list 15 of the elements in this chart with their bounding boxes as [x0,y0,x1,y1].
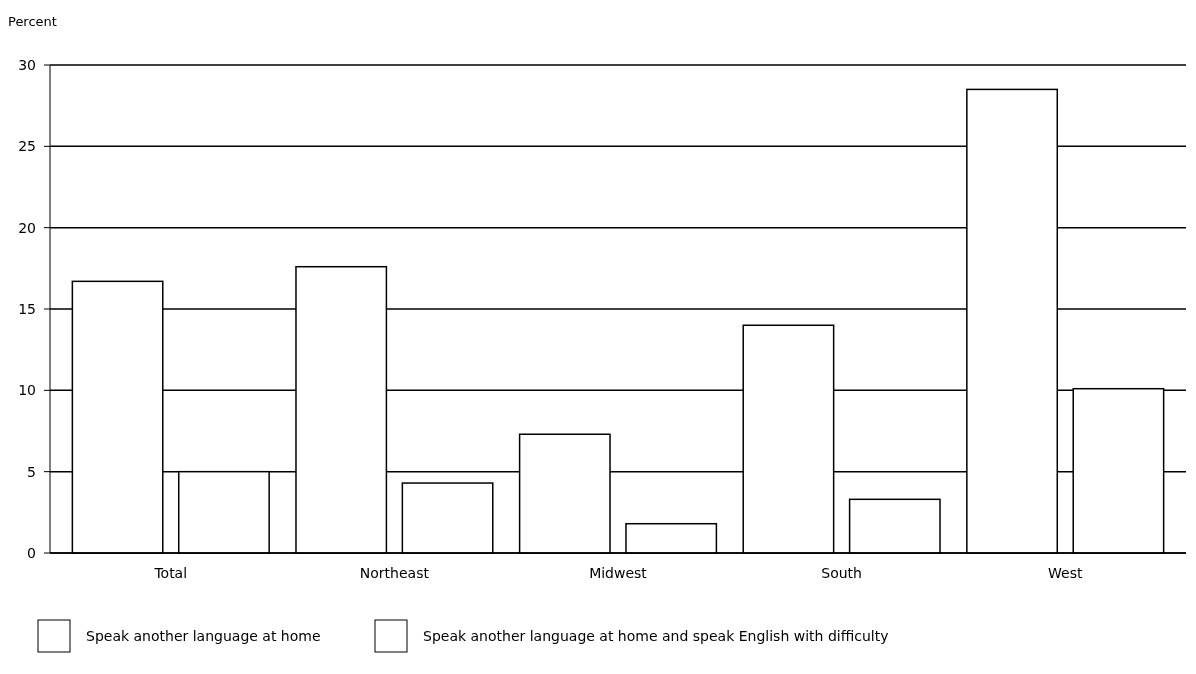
legend-label: Speak another language at home and speak English with difficulty [423,627,889,644]
x-tick-label: Total [153,565,188,581]
y-tick-label: 30 [18,56,36,73]
y-tick-label: 0 [27,544,36,561]
x-tick-label: West [1048,565,1083,581]
y-tick-label: 10 [18,382,36,399]
x-tick-label: Northeast [359,565,430,581]
x-tick-label: South [821,565,862,581]
y-tick-label: 20 [18,219,36,236]
y-tick-label: 15 [18,300,36,317]
legend-label: Speak another language at home [86,627,321,644]
y-axis-title: Percent [8,14,57,29]
x-tick-label: Midwest [589,565,648,581]
y-tick-label: 5 [27,463,36,480]
y-tick-label: 25 [18,138,36,155]
